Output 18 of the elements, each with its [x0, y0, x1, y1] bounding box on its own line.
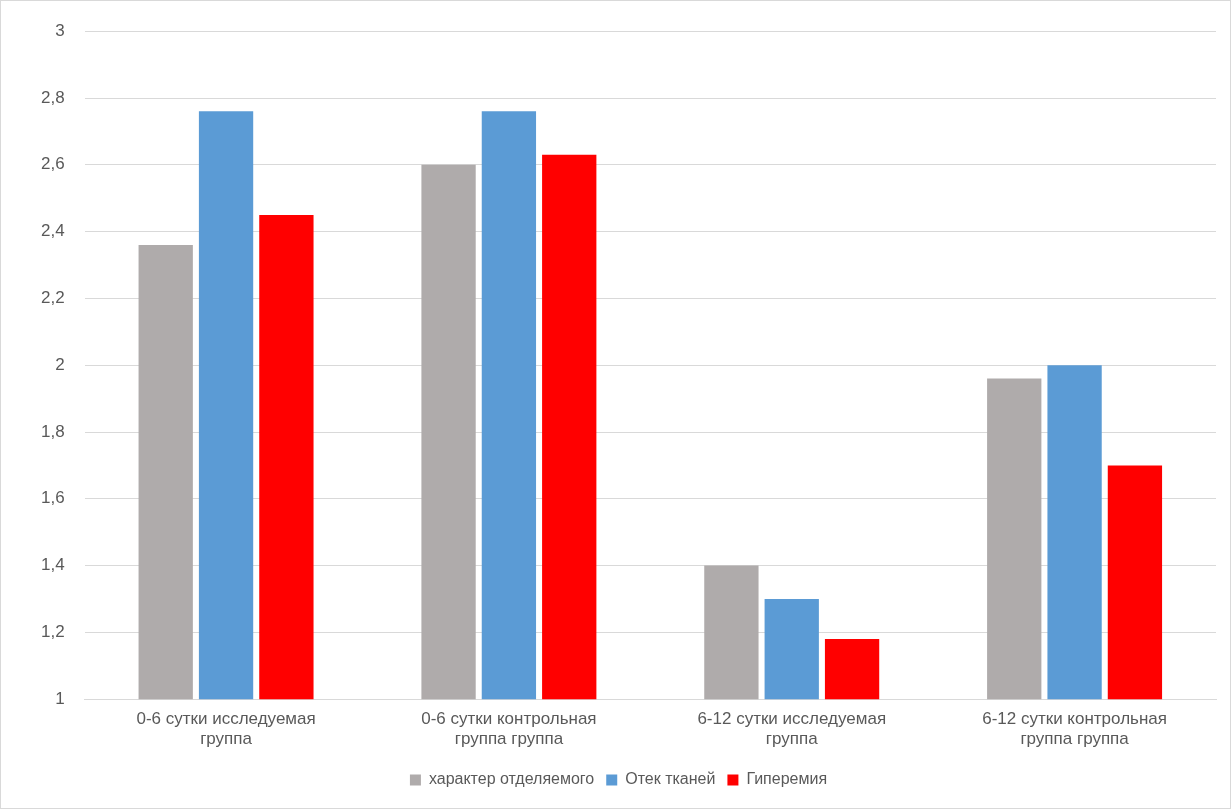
x-tick-label: 0-6 сутки контрольная группа группа	[421, 709, 597, 749]
x-tick-label: 6-12 сутки контрольная группа группа	[982, 709, 1167, 749]
legend-label: Гиперемия	[746, 770, 828, 788]
y-tick-label: 2,8	[40, 87, 65, 107]
y-tick-label: 1,2	[40, 622, 65, 642]
y-tick-label: 1	[55, 688, 65, 708]
y-tick-label: 1,6	[40, 488, 65, 508]
y-tick-label: 2,4	[40, 221, 65, 241]
y-tick-label: 1,8	[40, 421, 65, 441]
x-tick-label: 0-6 сутки исследуемая группа	[136, 709, 316, 749]
y-tick-label: 2	[55, 354, 65, 374]
y-tick-label: 2,6	[40, 154, 65, 174]
y-tick-label: 1,4	[40, 555, 65, 575]
legend-label: характер отделяемого	[428, 770, 595, 788]
y-tick-label: 2,2	[40, 288, 65, 308]
y-tick-label: 3	[55, 20, 65, 40]
x-tick-label: 6-12 сутки исследуемая группа	[697, 709, 887, 749]
legend-label: Отек тканей	[625, 770, 716, 788]
